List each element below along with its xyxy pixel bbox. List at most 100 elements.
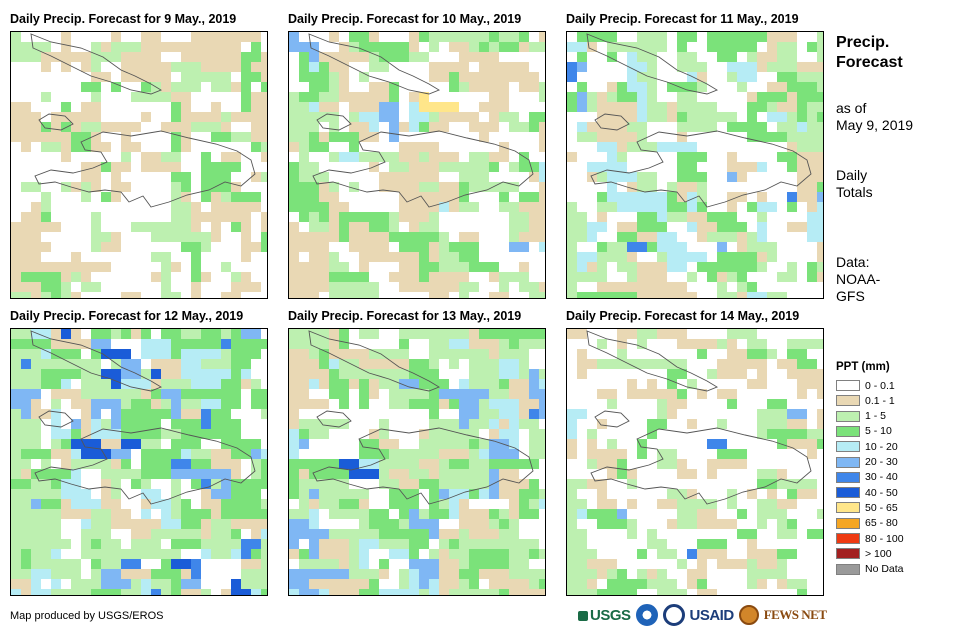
precip-cell [419, 379, 429, 389]
precip-cell [677, 499, 687, 509]
precip-cell [419, 152, 429, 162]
precip-cell [757, 212, 767, 222]
forecast-map-day-5 [288, 328, 546, 596]
precip-cell [627, 82, 637, 92]
precip-cell [807, 262, 817, 272]
precip-cell [509, 142, 519, 152]
precip-cell [31, 479, 41, 489]
precip-cell [181, 162, 191, 172]
precip-cell [737, 112, 747, 122]
precip-cell [807, 292, 817, 298]
precip-cell [81, 419, 91, 429]
precip-cell [627, 509, 637, 519]
precip-cell [151, 469, 161, 479]
precip-cell [529, 172, 539, 182]
precip-cell [777, 62, 787, 72]
precip-cell [231, 62, 241, 72]
precip-cell [807, 92, 817, 102]
precip-cell [529, 72, 539, 82]
precip-cell [737, 172, 747, 182]
precip-cell [587, 499, 597, 509]
precip-cell [567, 82, 577, 92]
precip-cell [529, 559, 539, 569]
precip-cell [707, 419, 717, 429]
precip-cell [91, 72, 101, 82]
precip-cell [41, 439, 51, 449]
precip-cell [81, 549, 91, 559]
precip-cell [369, 42, 379, 52]
precip-cell [617, 349, 627, 359]
precip-cell [637, 429, 647, 439]
precip-cell [657, 122, 667, 132]
precip-cell [299, 132, 309, 142]
precip-cell [309, 339, 319, 349]
precip-cell [11, 429, 21, 439]
precip-cell [657, 72, 667, 82]
precip-cell [449, 152, 459, 162]
precip-cell [221, 292, 231, 298]
precip-cell [817, 252, 823, 262]
precip-grid [11, 32, 267, 298]
precip-cell [529, 529, 539, 539]
precip-cell [757, 529, 767, 539]
precip-cell [31, 252, 41, 262]
precip-cell [647, 192, 657, 202]
precip-cell [499, 132, 509, 142]
precip-cell [329, 579, 339, 589]
precip-cell [241, 182, 251, 192]
precip-cell [617, 529, 627, 539]
precip-cell [597, 212, 607, 222]
precip-cell [409, 172, 419, 182]
precip-cell [61, 272, 71, 282]
precip-cell [747, 389, 757, 399]
precip-cell [429, 202, 439, 212]
precip-cell [647, 102, 657, 112]
precip-cell [181, 252, 191, 262]
data-source-line-1: Data: [836, 254, 870, 270]
precip-cell [211, 339, 221, 349]
precip-cell [71, 489, 81, 499]
precip-cell [737, 449, 747, 459]
precip-cell [121, 222, 131, 232]
precip-cell [289, 112, 299, 122]
precip-cell [607, 419, 617, 429]
precip-cell [399, 282, 409, 292]
precip-cell [359, 399, 369, 409]
precip-cell [359, 469, 369, 479]
precip-cell [767, 449, 777, 459]
precip-cell [211, 72, 221, 82]
precip-cell [479, 232, 489, 242]
precip-cell [299, 329, 309, 339]
precip-cell [577, 262, 587, 272]
precip-cell [161, 142, 171, 152]
precip-cell [251, 549, 261, 559]
precip-cell [509, 292, 519, 298]
precip-cell [71, 449, 81, 459]
precip-cell [101, 232, 111, 242]
precip-cell [61, 182, 71, 192]
precip-cell [261, 112, 267, 122]
precip-cell [717, 82, 727, 92]
precip-cell [737, 42, 747, 52]
precip-cell [677, 389, 687, 399]
precip-cell [399, 549, 409, 559]
precip-cell [697, 379, 707, 389]
precip-cell [379, 72, 389, 82]
precip-cell [91, 419, 101, 429]
precip-cell [389, 579, 399, 589]
precip-cell [21, 329, 31, 339]
precip-cell [627, 459, 637, 469]
precip-cell [607, 479, 617, 489]
precip-cell [211, 152, 221, 162]
precip-cell [657, 529, 667, 539]
precip-cell [647, 142, 657, 152]
precip-cell [41, 499, 51, 509]
precip-cell [241, 369, 251, 379]
precip-grid [567, 329, 823, 595]
precip-cell [479, 349, 489, 359]
precip-cell [577, 232, 587, 242]
precip-cell [419, 272, 429, 282]
precip-cell [539, 479, 545, 489]
precip-cell [439, 359, 449, 369]
precip-cell [51, 122, 61, 132]
